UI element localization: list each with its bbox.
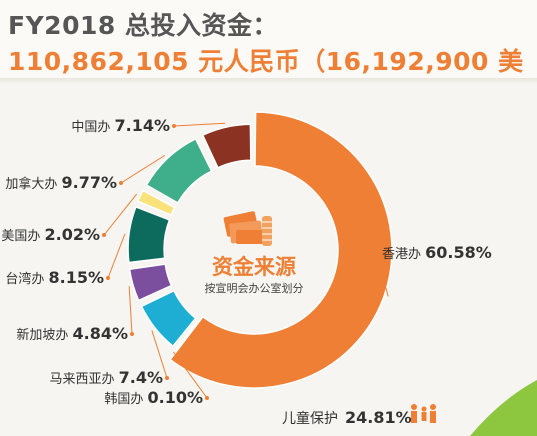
leader-lines [102, 122, 389, 400]
donut-slice-6 [145, 137, 213, 204]
slice-label-value-0: 60.58% [425, 243, 492, 262]
slice-label-value-2: 7.4% [119, 368, 163, 387]
money-icon [223, 211, 272, 246]
leader-dot-3 [130, 332, 134, 336]
slice-label-name-1: 韩国办 [104, 392, 147, 407]
slice-label-2: 马来西亚办 7.4% [49, 368, 163, 387]
leader-line-4 [107, 233, 126, 279]
slice-label-name-5: 美国办 [1, 229, 44, 244]
donut-slice-1 [174, 319, 200, 351]
donut-slice-7 [201, 123, 252, 169]
leader-dot-2 [165, 376, 169, 380]
leader-line-5 [103, 193, 138, 236]
slice-label-name-6: 加拿大办 [5, 176, 61, 192]
slice-label-value-5: 2.02% [44, 225, 100, 244]
family-icon [411, 404, 436, 423]
donut-slice-4 [127, 205, 171, 264]
slice-label-value-6: 9.77% [61, 173, 117, 192]
header-divider [0, 78, 537, 84]
center-subtitle: 按宣明会办公室划分 [205, 281, 304, 295]
corner-green-arc [470, 380, 537, 436]
slice-label-value-1: 0.10% [147, 388, 203, 407]
slice-label-1: 韩国办 0.10% [104, 388, 203, 407]
leader-line-2 [151, 330, 168, 379]
slice-label-name-7: 中国办 [71, 120, 114, 135]
slice-label-value-7: 7.14% [114, 116, 170, 135]
slice-labels: 香港办 60.58%韩国办 0.10%马来西亚办 7.4%新加坡办 4.84%台… [1, 116, 491, 407]
title-line-2: 110,862,105 元人民币（16,192,900 美 [8, 47, 524, 76]
center-title: 资金来源 [212, 255, 296, 279]
donut-slice-0 [169, 111, 393, 389]
slice-label-value-4: 8.15% [48, 268, 104, 287]
leader-line-7 [173, 122, 226, 127]
leader-dot-0 [374, 251, 378, 255]
leader-dot-7 [172, 124, 176, 128]
donut-slice-2 [140, 289, 197, 348]
slice-label-name-3: 新加坡办 [16, 327, 72, 343]
leader-line-1 [173, 351, 208, 399]
leader-dot-1 [205, 396, 209, 400]
slice-label-5: 美国办 2.02% [1, 225, 100, 244]
slice-label-name-2: 马来西亚办 [49, 372, 118, 387]
slice-label-value-3: 4.84% [72, 324, 128, 343]
leader-dot-5 [102, 233, 106, 237]
slice-label-7: 中国办 7.14% [71, 116, 170, 135]
category-label: 儿童保护 [282, 410, 338, 427]
header: FY2018 总投入资金： 110,862,105 元人民币（16,192,90… [0, 0, 537, 78]
category-value: 24.81% [345, 408, 412, 427]
leader-dot-6 [119, 181, 123, 185]
donut-slice-5 [136, 189, 176, 217]
leader-line-3 [128, 286, 133, 335]
leader-dot-4 [106, 276, 110, 280]
donut-slice-3 [128, 263, 173, 302]
leader-line-6 [120, 154, 166, 184]
slice-label-name-4: 台湾办 [5, 271, 48, 287]
slice-label-4: 台湾办 8.15% [5, 268, 104, 287]
title-line-1: FY2018 总投入资金： [8, 11, 278, 40]
slice-label-3: 新加坡办 4.84% [16, 324, 128, 343]
slice-label-name-0: 香港办 [382, 247, 425, 262]
leader-line-0 [375, 252, 389, 297]
slice-label-6: 加拿大办 9.77% [5, 173, 117, 192]
slice-label-0: 香港办 60.58% [382, 243, 492, 262]
donut-slices [127, 111, 393, 389]
